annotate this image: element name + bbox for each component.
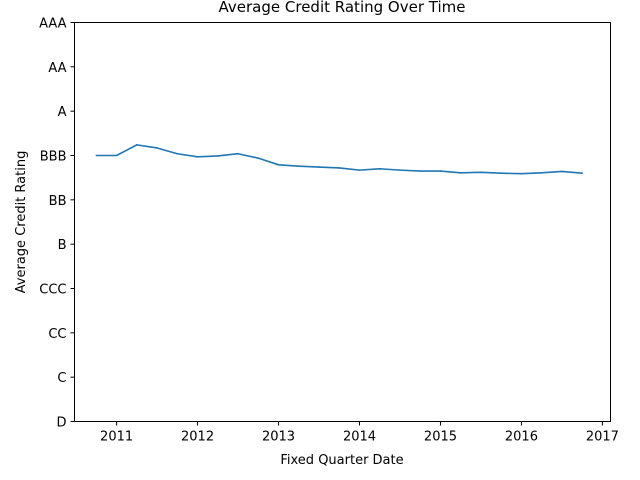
data-point bbox=[338, 167, 341, 169]
data-point bbox=[378, 168, 381, 170]
x-tick-label: 2014 bbox=[343, 430, 376, 445]
y-tick-label: C bbox=[57, 371, 66, 386]
plot-frame bbox=[74, 22, 611, 422]
data-point bbox=[459, 171, 462, 174]
data-point bbox=[520, 172, 523, 175]
data-point bbox=[500, 172, 502, 175]
data-point bbox=[561, 170, 563, 173]
data-point bbox=[318, 166, 320, 168]
y-tick-label: AAA bbox=[39, 17, 67, 32]
data-point bbox=[358, 169, 361, 171]
y-tick-label: A bbox=[58, 105, 67, 120]
data-point bbox=[176, 152, 179, 155]
data-point bbox=[277, 164, 280, 166]
data-point bbox=[399, 169, 401, 171]
data-point bbox=[257, 157, 260, 159]
data-point bbox=[540, 171, 543, 174]
data-point bbox=[581, 172, 583, 175]
y-tick-label: CC bbox=[48, 327, 66, 342]
data-point bbox=[439, 170, 442, 172]
y-axis-label: Average Credit Rating bbox=[14, 151, 29, 294]
x-tick-label: 2013 bbox=[262, 430, 295, 445]
data-point bbox=[297, 165, 300, 167]
x-tick-label: 2016 bbox=[505, 430, 538, 445]
x-axis-label: Fixed Quarter Date bbox=[280, 453, 403, 468]
data-point bbox=[156, 147, 158, 149]
data-point bbox=[237, 152, 239, 155]
plot-area: 2011 2012 2013 2014 2015 2016 2017 DCCCCCCBBBB… bbox=[39, 17, 619, 445]
x-tick-label: 2015 bbox=[424, 430, 457, 445]
data-point bbox=[419, 170, 422, 172]
data-point bbox=[480, 171, 482, 174]
data-point bbox=[95, 154, 98, 157]
y-tick-label: BB bbox=[49, 194, 67, 209]
x-axis-ticks: 2011 2012 2013 2014 2015 2016 2017 bbox=[100, 421, 619, 445]
y-tick-label: BBB bbox=[40, 150, 67, 165]
data-point bbox=[217, 155, 219, 157]
chart-title: Average Credit Rating Over Time bbox=[219, 0, 466, 16]
y-tick-label: AA bbox=[48, 61, 66, 76]
y-tick-label: D bbox=[56, 416, 66, 431]
series-line bbox=[96, 144, 583, 175]
x-tick-label: 2012 bbox=[181, 430, 214, 445]
x-tick-label: 2011 bbox=[100, 430, 133, 445]
data-point bbox=[196, 156, 199, 158]
y-tick-label: CCC bbox=[39, 283, 66, 298]
x-tick-label: 2017 bbox=[586, 430, 619, 445]
data-point bbox=[115, 154, 118, 157]
series-group bbox=[95, 144, 583, 175]
y-tick-label: B bbox=[58, 238, 67, 253]
data-point bbox=[136, 144, 138, 146]
